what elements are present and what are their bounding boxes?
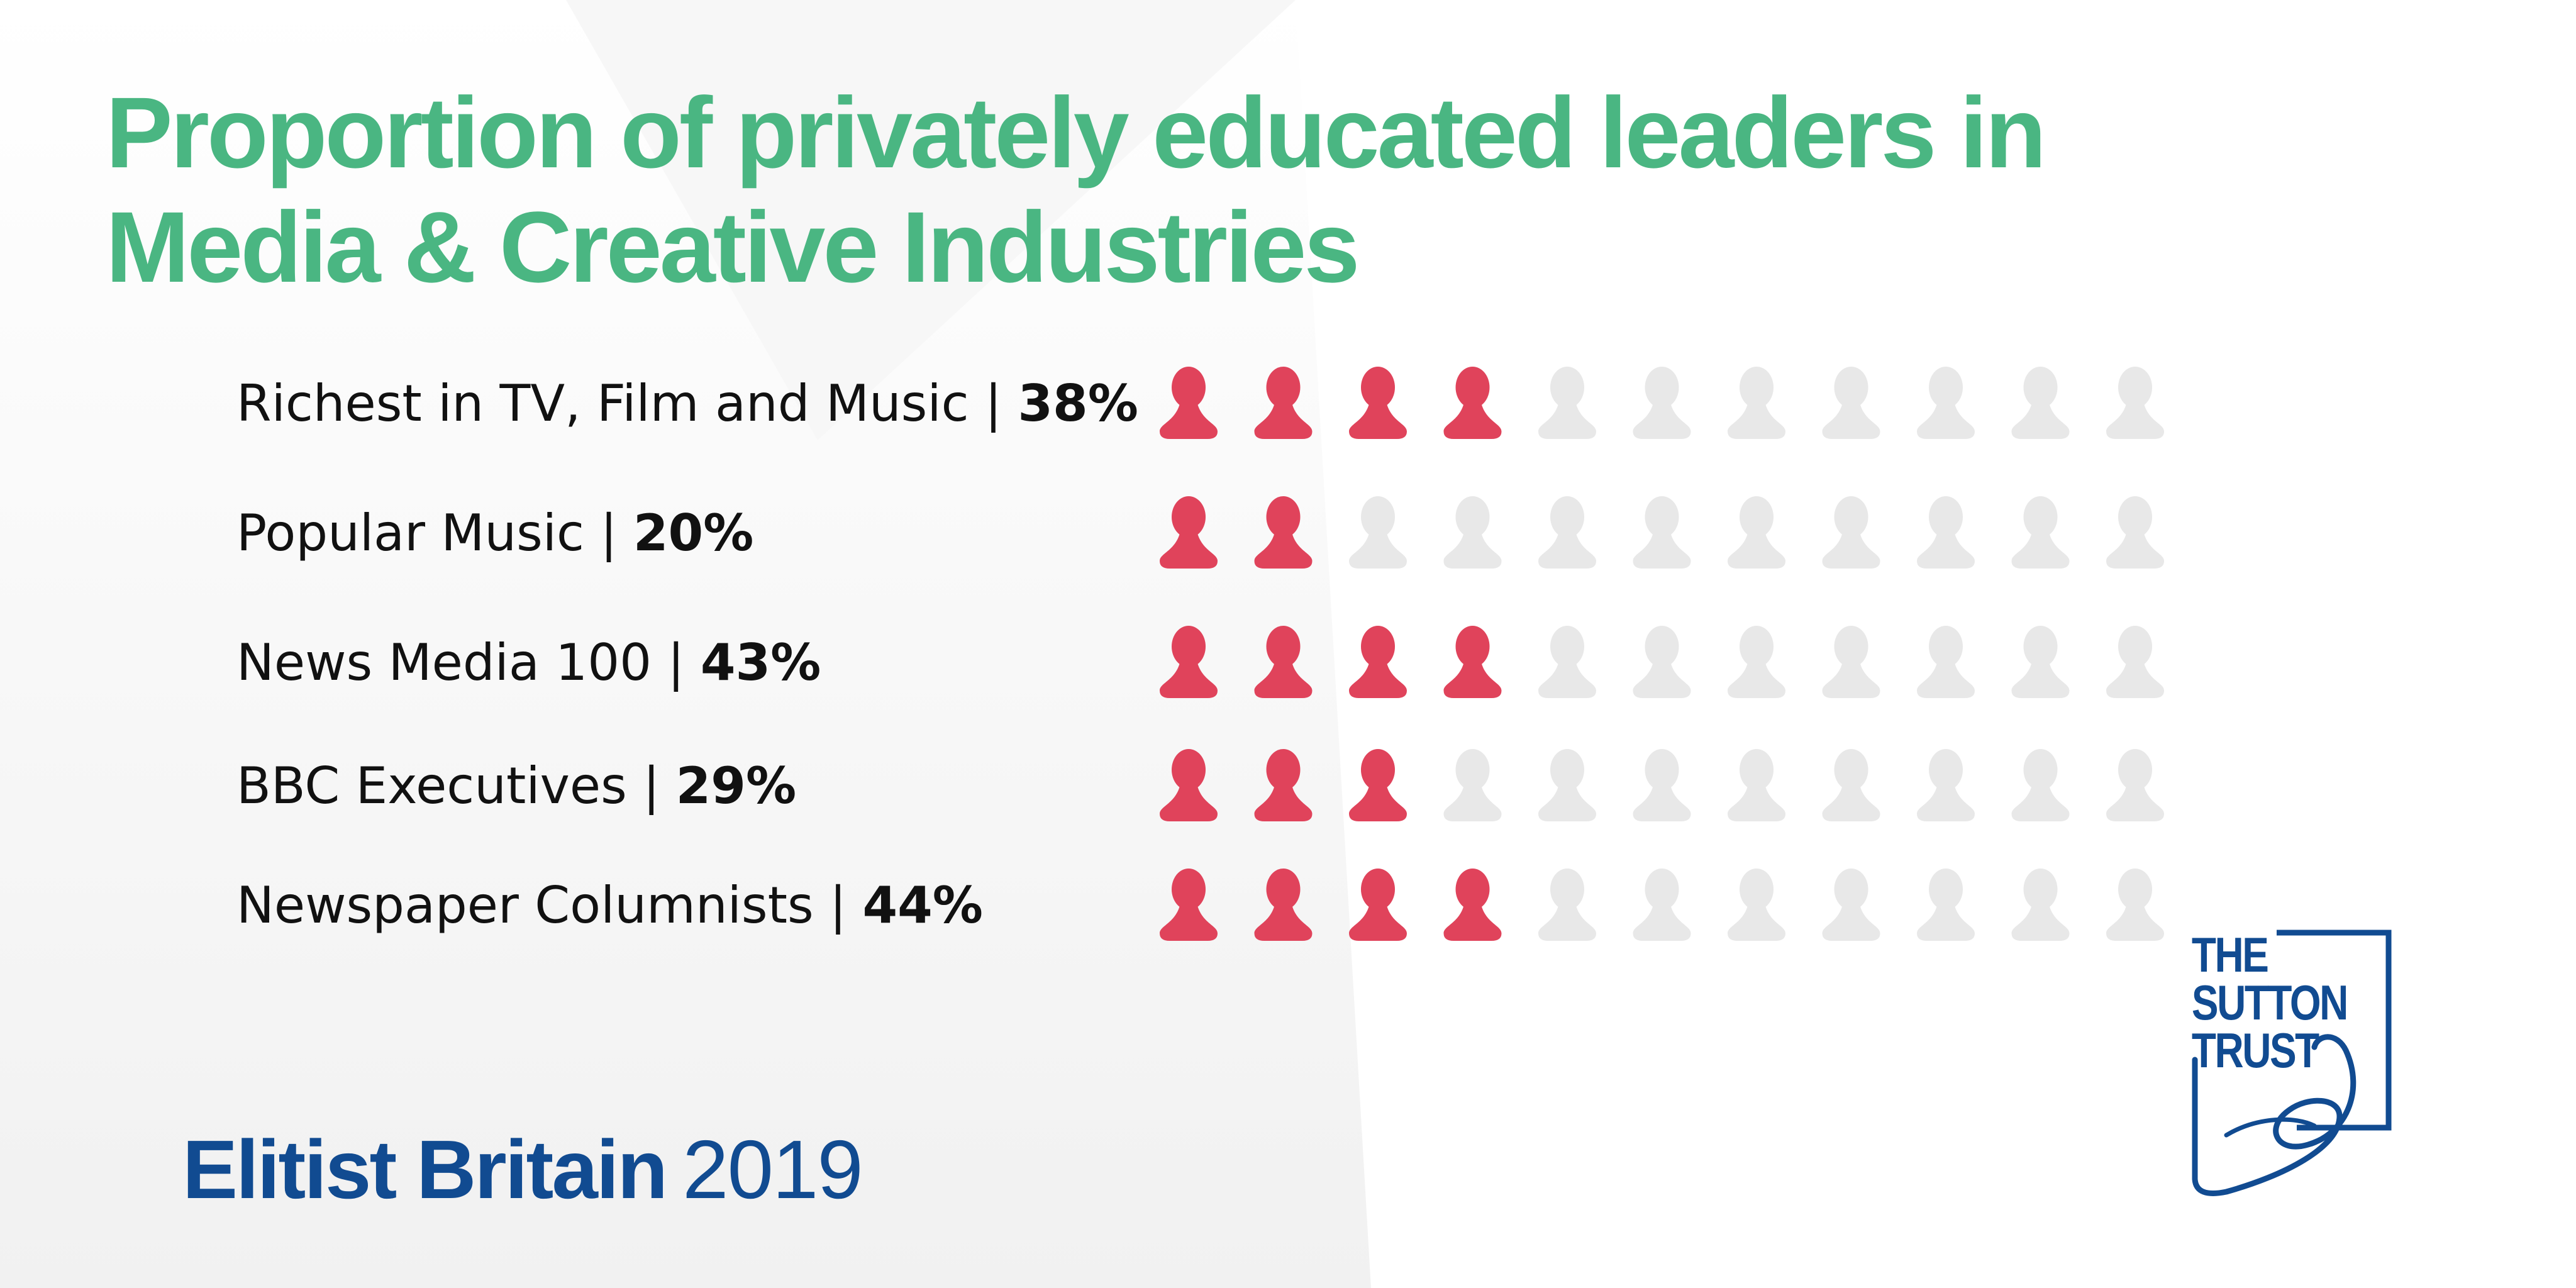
row-value: 29%	[675, 757, 797, 815]
footer-brand: Elitist Britain 2019	[182, 1123, 863, 1217]
row-label-text: Popular Music |	[236, 504, 618, 562]
row-value: 43%	[700, 633, 821, 692]
row-label-bbc-executives: BBC Executives | 29%	[236, 748, 796, 824]
row-label-text: Richest in TV, Film and Music |	[236, 374, 1002, 433]
logo-line2: SUTTON	[2192, 975, 2347, 1030]
row-label-newspaper-columnists: Newspaper Columnists | 44%	[236, 868, 983, 943]
chart-title-line2: Media & Creative Industries	[106, 191, 1360, 303]
brand-year: 2019	[682, 1123, 863, 1216]
row-label-popular-music: Popular Music | 20%	[236, 496, 753, 571]
row-value: 20%	[633, 504, 754, 562]
row-value: 44%	[862, 876, 983, 935]
row-label-news-media-100: News Media 100 | 43%	[236, 625, 821, 701]
logo-line3: TRUST	[2192, 1023, 2319, 1078]
chart-title: Proportion of privately educated leaders…	[106, 75, 2433, 304]
brand-name: Elitist Britain	[182, 1123, 668, 1216]
row-label-text: BBC Executives |	[236, 757, 660, 815]
sutton-trust-logo: THE SUTTON TRUST	[2192, 928, 2392, 1196]
row-label-richest-tv-film-music: Richest in TV, Film and Music | 38%	[236, 366, 1138, 441]
row-value: 38%	[1018, 374, 1138, 433]
row-label-text: Newspaper Columnists |	[236, 876, 847, 935]
logo-line1: THE	[2192, 928, 2268, 982]
row-label-text: News Media 100 |	[236, 633, 685, 692]
chart-title-line1: Proportion of privately educated leaders…	[106, 76, 2046, 189]
